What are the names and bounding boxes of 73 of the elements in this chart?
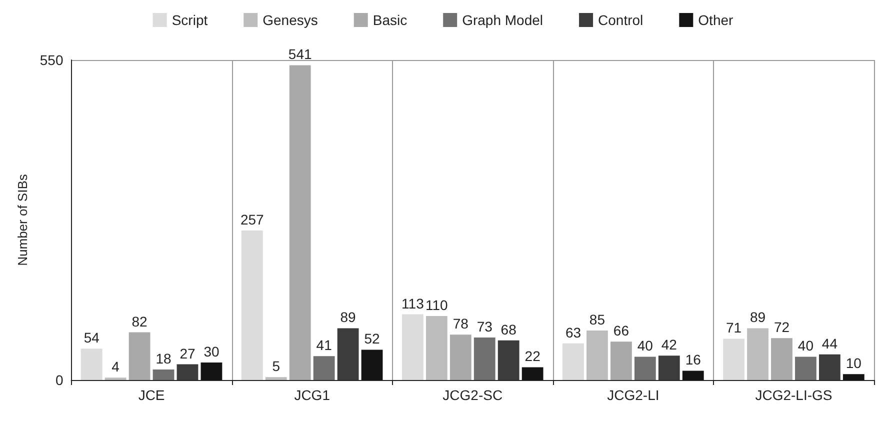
bar [818, 354, 840, 380]
y-axis-title: Number of SIBs [15, 174, 30, 266]
data-label: 73 [476, 318, 493, 335]
bar [80, 348, 102, 380]
bar [747, 328, 768, 380]
data-label: 10 [846, 355, 862, 372]
data-label: 42 [661, 336, 678, 353]
data-label: 18 [156, 350, 172, 367]
bar [610, 342, 632, 380]
y-tick-label: 0 [55, 372, 64, 388]
legend-label: Other [698, 12, 734, 28]
data-label: 71 [726, 320, 742, 336]
data-label: 257 [240, 211, 264, 228]
bar [658, 356, 680, 380]
data-label: 82 [132, 313, 148, 330]
data-label: 44 [822, 335, 838, 352]
bar [474, 338, 496, 380]
data-label: 63 [565, 324, 582, 340]
legend-label: Script [172, 12, 208, 28]
bar [723, 338, 744, 380]
bar [200, 362, 222, 380]
bar [562, 343, 584, 380]
bar [152, 370, 174, 380]
legend-label: Graph Model [462, 12, 544, 28]
data-label: 22 [524, 348, 541, 364]
x-tick-label: JCE [138, 387, 165, 403]
bar [128, 332, 150, 380]
data-label: 40 [798, 338, 814, 354]
data-label: 54 [84, 330, 100, 346]
data-label: 40 [637, 338, 654, 354]
data-label: 68 [500, 321, 517, 338]
data-label: 78 [452, 316, 469, 332]
data-label: 27 [180, 345, 196, 362]
bar [241, 230, 263, 380]
bar [337, 328, 359, 380]
bar [426, 316, 448, 380]
data-label: 110 [426, 297, 448, 313]
data-label: 113 [402, 295, 424, 312]
bar [522, 367, 544, 380]
bar [771, 338, 792, 380]
bar [176, 364, 198, 380]
bar [289, 65, 311, 380]
data-label: 72 [774, 319, 790, 336]
data-label: 4 [112, 358, 120, 375]
bar [450, 334, 472, 380]
y-tick-label: 550 [40, 52, 64, 68]
bar [313, 356, 335, 380]
bar [498, 340, 520, 380]
data-label: 85 [589, 312, 606, 328]
legend-label: Basic [372, 12, 408, 28]
bar [586, 330, 608, 380]
legend-label: Genesys [262, 12, 318, 28]
bar [795, 356, 816, 380]
data-label: 5 [272, 358, 280, 374]
data-label: 30 [204, 344, 220, 360]
bar [842, 374, 864, 380]
data-label: 541 [288, 46, 312, 62]
bar [682, 370, 704, 380]
bar [361, 350, 383, 380]
x-tick-label: JCG2-SC [442, 387, 503, 403]
data-label: 41 [316, 337, 332, 354]
bar [402, 314, 424, 380]
data-label: 89 [750, 309, 766, 326]
data-label: 66 [613, 322, 630, 339]
x-tick-label: JCG1 [294, 387, 330, 403]
data-label: 89 [340, 309, 356, 326]
bar [265, 377, 287, 380]
bar [634, 356, 656, 380]
data-label: 16 [685, 352, 702, 368]
data-label: 52 [364, 330, 380, 347]
x-tick-label: JCG2-LI-GS [755, 387, 832, 403]
x-tick-label: JCG2-LI [607, 387, 660, 403]
legend-label: Control [598, 12, 644, 28]
